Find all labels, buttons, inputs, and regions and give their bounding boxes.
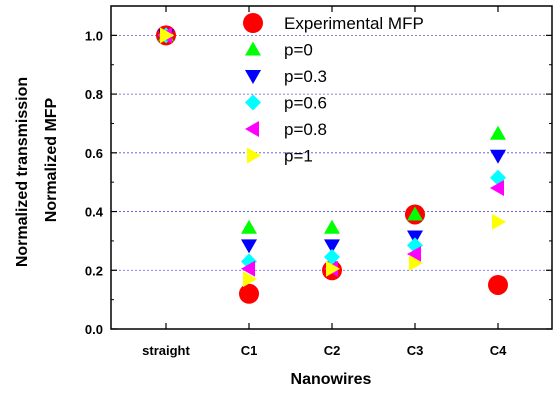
legend-marker <box>245 41 261 56</box>
x-axis-title: Nanowires <box>291 371 372 388</box>
y-tick-label: 0.8 <box>85 87 103 102</box>
legend-label: p=0.6 <box>284 94 327 113</box>
data-point <box>324 249 340 266</box>
y-tick-label: 0.0 <box>85 322 103 337</box>
data-markers <box>156 25 508 304</box>
y-tick-label: 0.2 <box>85 263 103 278</box>
x-tick-label: C2 <box>324 343 341 358</box>
legend-label: p=0.8 <box>284 120 327 139</box>
legend-marker <box>247 147 261 164</box>
x-tick-label: C1 <box>241 343 258 358</box>
data-point <box>488 274 508 295</box>
x-tick-label: C4 <box>490 343 507 358</box>
data-point <box>241 260 255 277</box>
data-point <box>407 246 421 263</box>
legend-marker <box>245 70 261 84</box>
data-point <box>241 219 257 234</box>
data-point <box>324 219 340 234</box>
legend-marker <box>243 13 263 33</box>
data-point <box>490 125 506 140</box>
y-tick-label: 0.6 <box>85 146 103 161</box>
x-axis-ticks: straight C1 C2 C3 C4 <box>142 6 507 358</box>
data-point <box>490 180 504 197</box>
x-tick-label: C3 <box>407 343 424 358</box>
data-point <box>490 149 506 164</box>
plot-frame <box>110 5 553 330</box>
data-point <box>243 271 257 288</box>
legend-label: p=0.3 <box>284 67 327 86</box>
gridlines <box>111 34 552 271</box>
data-point <box>160 27 174 44</box>
data-point <box>407 206 423 221</box>
legend-marker <box>245 121 259 137</box>
data-point <box>492 213 506 230</box>
data-point <box>409 254 423 271</box>
data-point <box>239 283 259 304</box>
data-point <box>326 260 340 277</box>
y-axis-title-outer: Normalized transmission <box>14 77 31 267</box>
legend-label: p=0 <box>284 41 313 60</box>
legend: Experimental MFP p=0 p=0.3 p=0.6 p=0.8 p=1 <box>243 13 424 166</box>
y-axis-ticks: 0.0 0.2 0.4 0.6 0.8 1.0 <box>85 28 552 337</box>
x-tick-label: straight <box>142 343 190 358</box>
legend-label: p=1 <box>284 147 313 166</box>
data-point <box>324 239 340 254</box>
y-tick-label: 1.0 <box>85 28 103 43</box>
y-axis-title-inner: Normalized MFP <box>43 97 60 222</box>
series-4 <box>158 27 504 277</box>
y-tick-label: 0.4 <box>85 205 104 220</box>
legend-marker <box>245 94 261 111</box>
series-1 <box>158 27 506 234</box>
legend-label: Experimental MFP <box>284 14 424 33</box>
series-5 <box>160 27 506 288</box>
data-point <box>241 239 257 254</box>
